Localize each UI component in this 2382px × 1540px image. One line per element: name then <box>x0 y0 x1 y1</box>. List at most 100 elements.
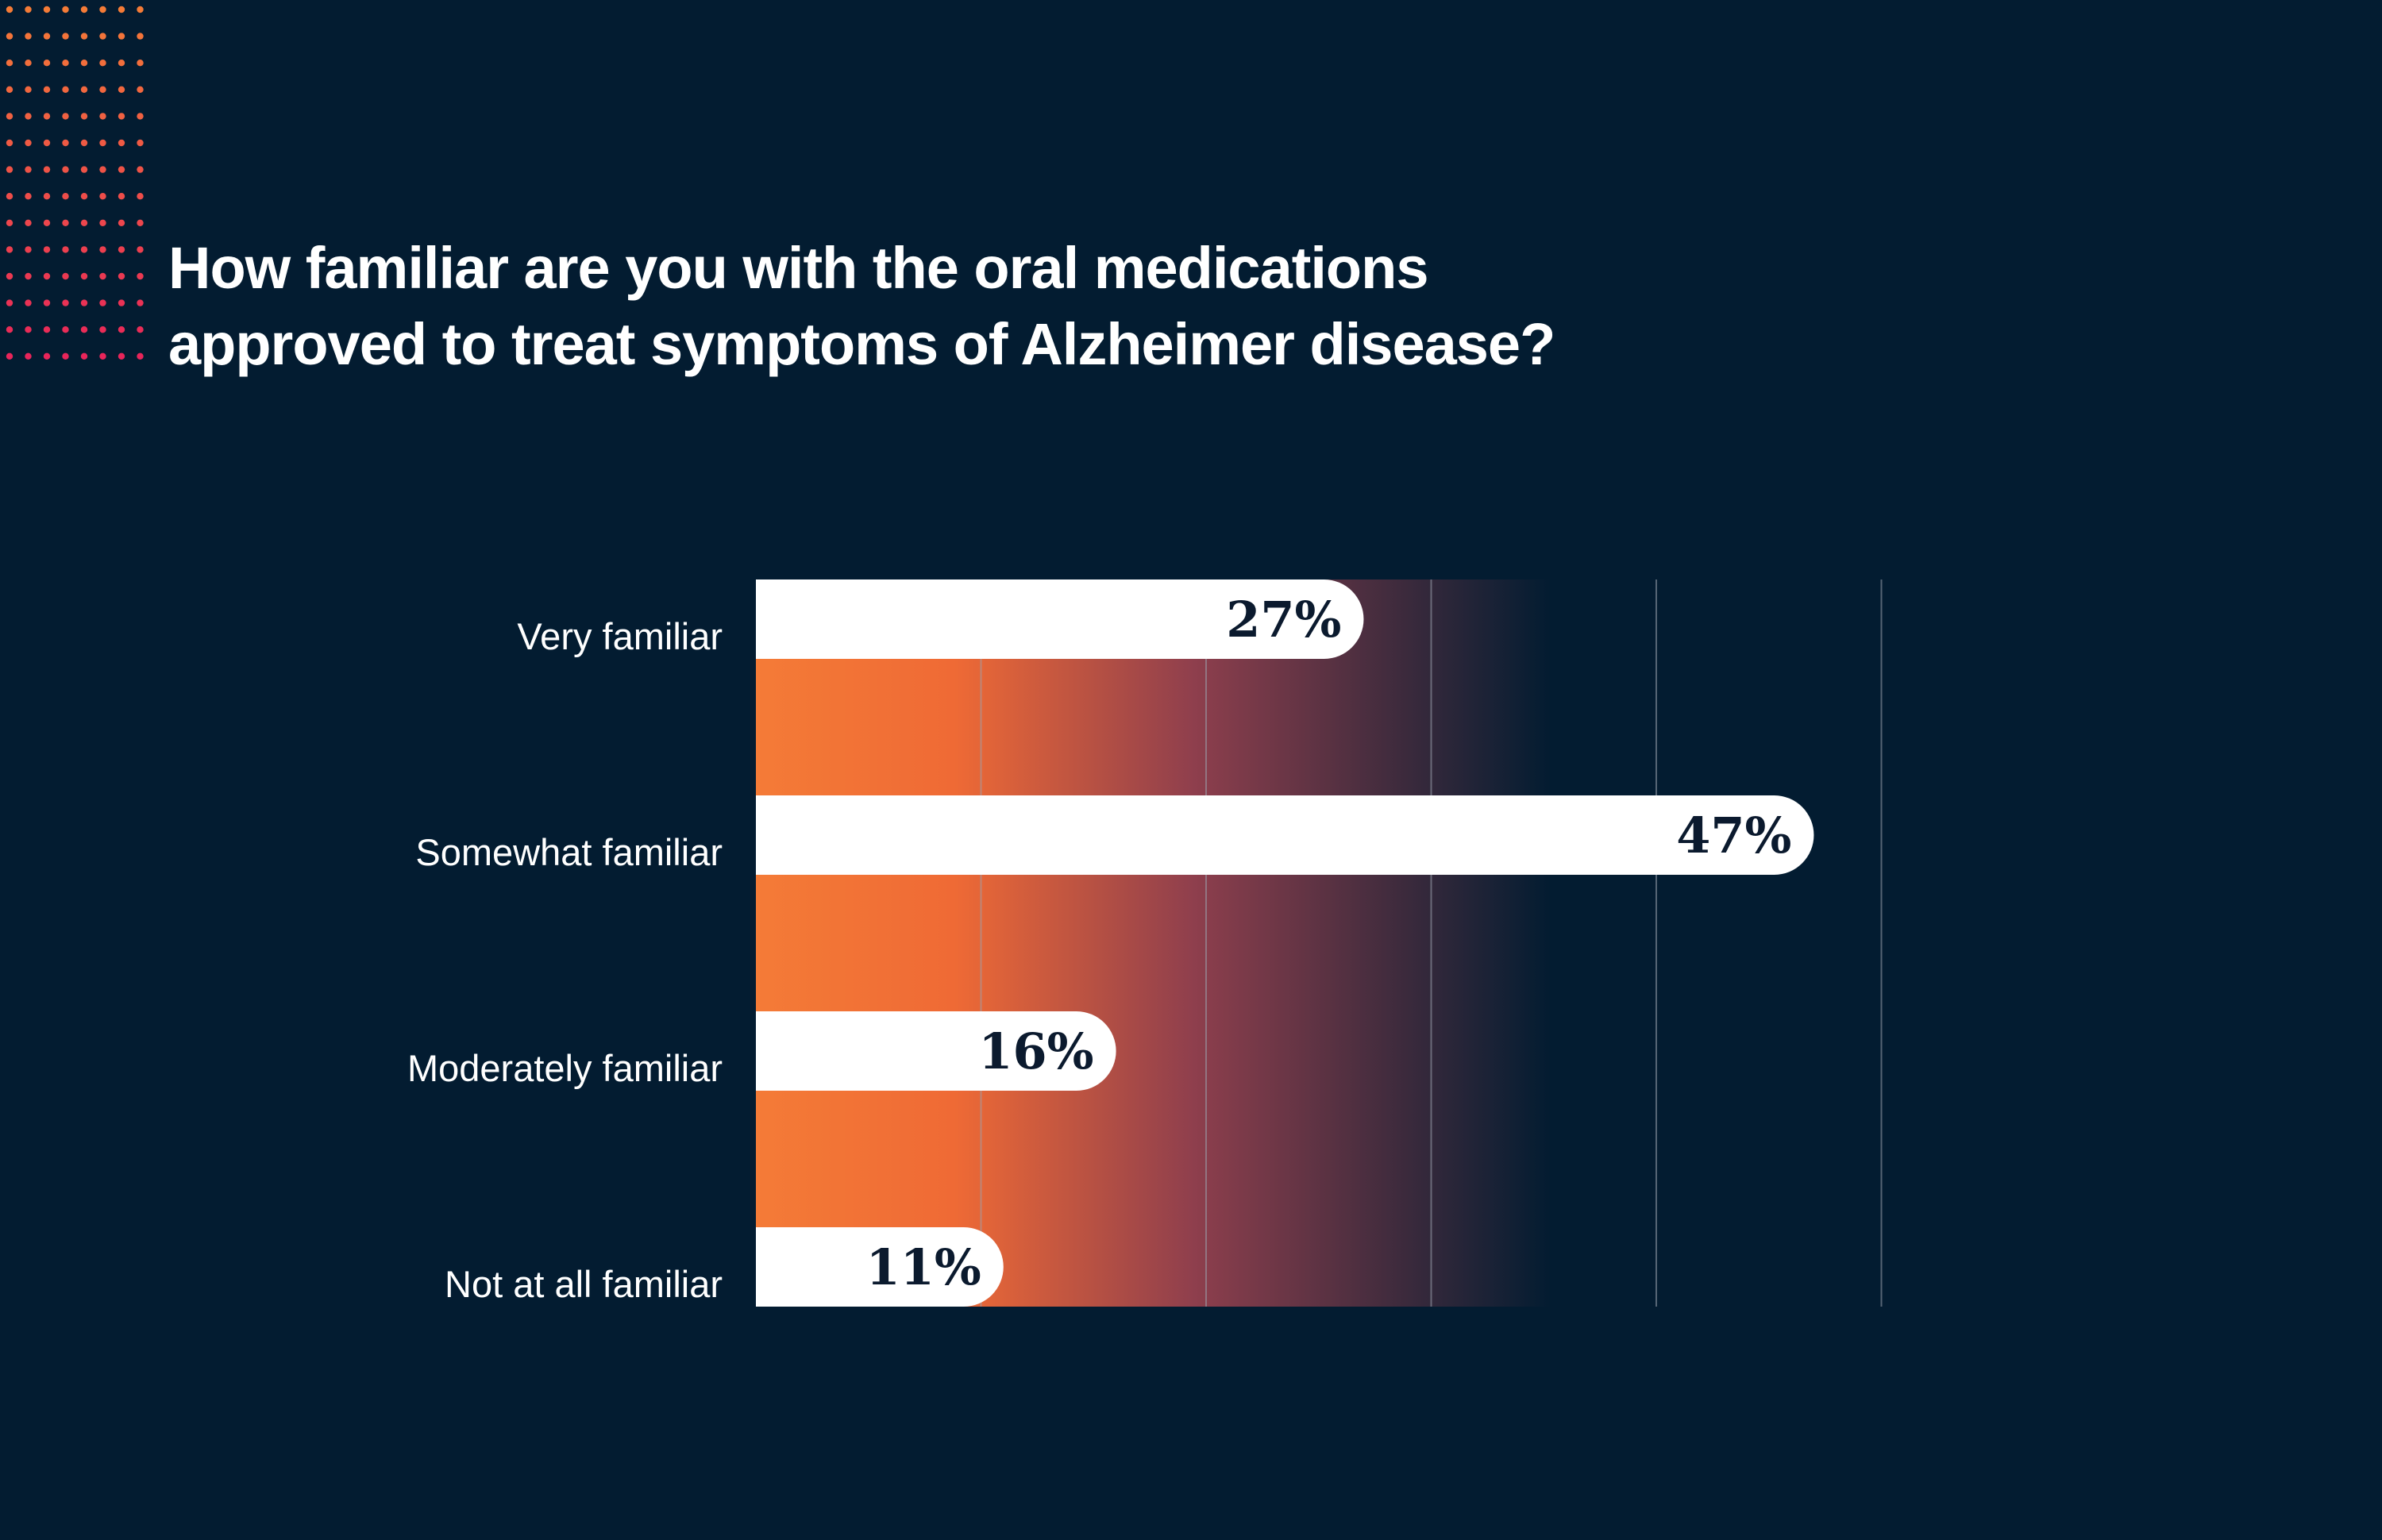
decorative-dot <box>137 139 144 147</box>
decorative-dot <box>118 352 125 360</box>
decorative-dot <box>99 246 106 253</box>
decorative-dot <box>62 272 69 280</box>
decorative-dot <box>62 139 69 147</box>
bar <box>756 1227 1004 1307</box>
decorative-dot <box>80 33 88 40</box>
category-label: Somewhat familiar <box>415 831 723 873</box>
decorative-dot <box>80 60 88 67</box>
decorative-dot <box>137 166 144 173</box>
decorative-dot <box>43 272 51 280</box>
decorative-dot <box>80 113 88 120</box>
decorative-dot <box>80 352 88 360</box>
decorative-dot <box>137 113 144 120</box>
decorative-dot <box>6 299 13 306</box>
decorative-dot <box>118 33 125 40</box>
decorative-dot <box>118 166 125 173</box>
decorative-dot <box>118 272 125 280</box>
decorative-dot <box>25 60 32 67</box>
decorative-dot <box>43 166 51 173</box>
decorative-dot <box>137 352 144 360</box>
decorative-dot <box>80 166 88 173</box>
decorative-dot <box>80 219 88 226</box>
gridlines <box>980 579 1883 1307</box>
chart-title-line-1: How familiar are you with the oral medic… <box>168 235 1428 301</box>
decorative-dot <box>80 139 88 147</box>
decorative-dot <box>25 113 32 120</box>
category-label: Not at all familiar <box>445 1263 723 1305</box>
decorative-dot <box>80 326 88 333</box>
decorative-dot <box>62 33 69 40</box>
decorative-dot <box>137 60 144 67</box>
decorative-dot <box>118 219 125 226</box>
category-label: Very familiar <box>517 615 723 657</box>
decorative-dot <box>137 246 144 253</box>
decorative-dot <box>6 86 13 94</box>
decorative-dot <box>99 139 106 147</box>
decorative-dot <box>6 326 13 333</box>
decorative-dot <box>43 219 51 226</box>
decorative-dot <box>6 33 13 40</box>
decorative-dot <box>6 6 13 13</box>
bars: 27% 47% 16% 11% <box>756 579 1814 1307</box>
decorative-dot <box>62 246 69 253</box>
decorative-dot <box>43 86 51 94</box>
decorative-dot <box>25 352 32 360</box>
decorative-dot <box>137 6 144 13</box>
decorative-dot <box>80 193 88 200</box>
decorative-dot <box>118 86 125 94</box>
decorative-dot <box>137 219 144 226</box>
chart-title-line-2: approved to treat symptoms of Alzheimer … <box>168 311 1555 377</box>
decorative-dot <box>43 326 51 333</box>
decorative-dot <box>99 326 106 333</box>
value-label: 11% <box>866 1238 981 1296</box>
decorative-dot <box>99 299 106 306</box>
decorative-dot <box>62 193 69 200</box>
gradient-band <box>756 579 1550 1307</box>
decorative-dot <box>43 139 51 147</box>
decorative-dot <box>6 219 13 226</box>
decorative-dot <box>25 193 32 200</box>
decorative-dot <box>99 60 106 67</box>
decorative-dot <box>25 139 32 147</box>
decorative-dot <box>80 299 88 306</box>
decorative-dot <box>6 352 13 360</box>
decorative-dot <box>137 272 144 280</box>
decorative-dot <box>137 299 144 306</box>
value-label: 47% <box>1676 807 1791 864</box>
decorative-dot <box>25 86 32 94</box>
decorative-dot <box>80 246 88 253</box>
decorative-dot <box>118 113 125 120</box>
decorative-dot <box>118 299 125 306</box>
decorative-dot <box>6 113 13 120</box>
decorative-dot <box>62 326 69 333</box>
decorative-dot <box>43 6 51 13</box>
decorative-dot <box>99 352 106 360</box>
decorative-dot <box>43 246 51 253</box>
decorative-dot <box>80 272 88 280</box>
decorative-dot <box>6 193 13 200</box>
decorative-dot <box>25 272 32 280</box>
category-labels: Very familiar Somewhat familiar Moderately… <box>407 615 723 1305</box>
decorative-dot <box>43 33 51 40</box>
decorative-dot <box>25 6 32 13</box>
decorative-dot <box>6 166 13 173</box>
decorative-dot <box>6 139 13 147</box>
bar <box>756 1011 1116 1091</box>
decorative-dot <box>43 60 51 67</box>
decorative-dot <box>99 219 106 226</box>
decorative-dot <box>137 86 144 94</box>
chart-title: How familiar are you with the oral medic… <box>168 230 1756 383</box>
value-label: 27% <box>1226 591 1341 649</box>
decorative-dot <box>62 113 69 120</box>
decorative-dot <box>137 193 144 200</box>
gradient-background <box>756 579 1550 1307</box>
decorative-dot <box>118 60 125 67</box>
decorative-dot <box>25 326 32 333</box>
decorative-dot <box>62 166 69 173</box>
decorative-dot <box>99 272 106 280</box>
decorative-dot <box>62 60 69 67</box>
decorative-dot <box>99 33 106 40</box>
decorative-dot <box>25 166 32 173</box>
decorative-dot <box>62 299 69 306</box>
